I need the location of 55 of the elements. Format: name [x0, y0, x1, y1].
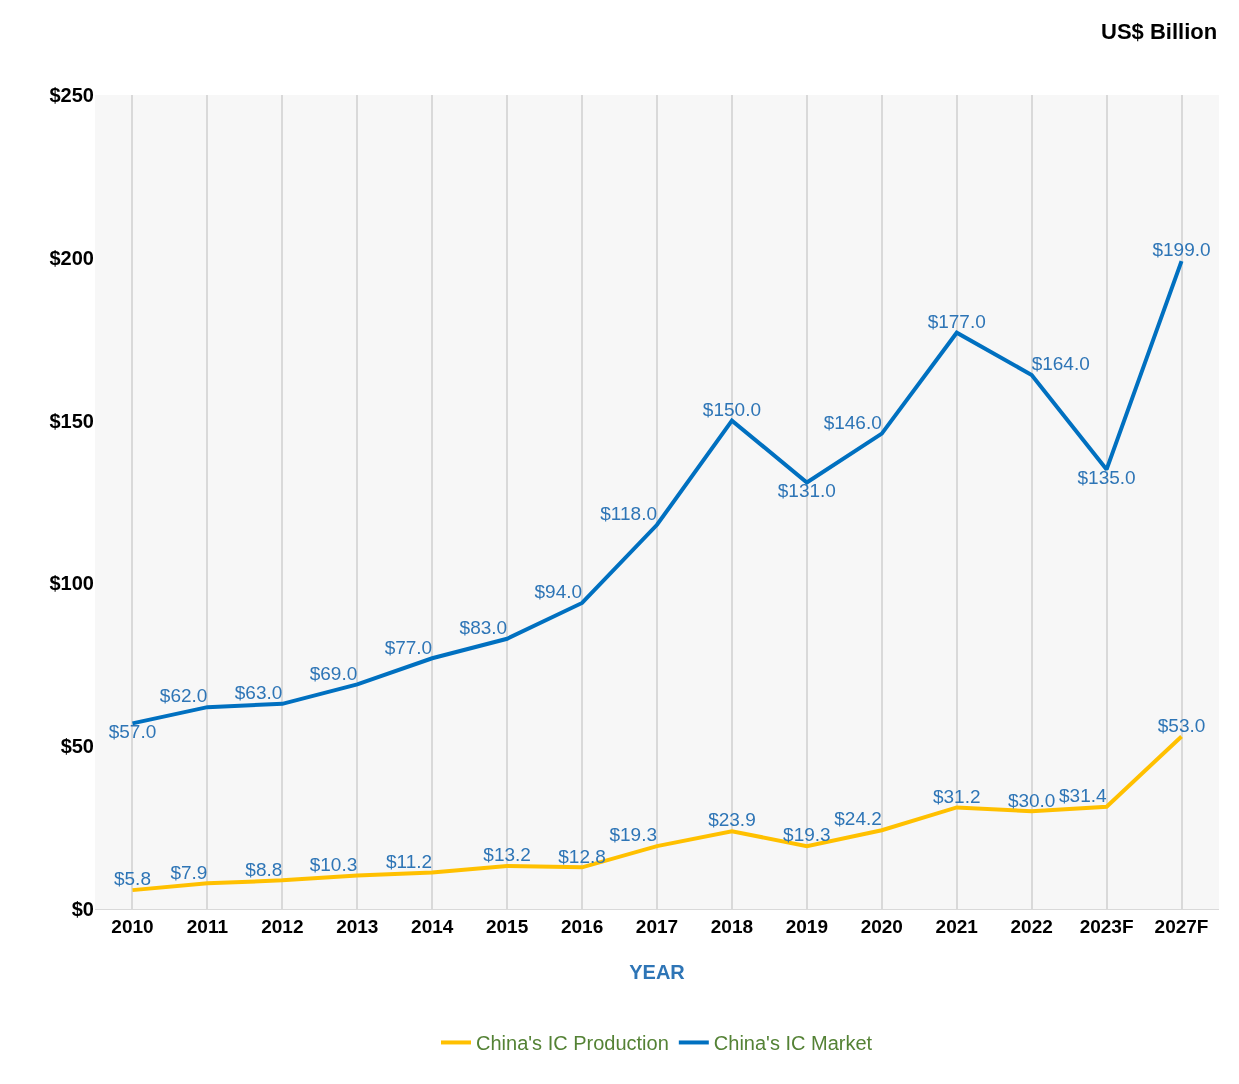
x-axis-title: YEAR: [629, 961, 686, 983]
x-tick-label: 2020: [860, 915, 903, 937]
data-label: $118.0: [600, 503, 657, 525]
data-label: $23.9: [708, 809, 756, 831]
data-label: $53.0: [1157, 714, 1206, 736]
x-tick-label: 2027F: [1154, 915, 1209, 937]
data-label: $83.0: [459, 617, 508, 638]
data-label: $19.3: [783, 824, 831, 846]
y-tick-label: $250: [49, 84, 94, 106]
data-label: $19.3: [609, 824, 657, 846]
data-label: $10.3: [309, 853, 358, 875]
x-tick-label: 2017: [635, 915, 679, 937]
data-label: $94.0: [534, 581, 583, 603]
x-tick-label: 2012: [261, 915, 304, 937]
data-label: $11.2: [386, 850, 433, 872]
data-label: $31.2: [932, 785, 981, 807]
data-label: $30.0: [1007, 789, 1056, 811]
x-tick-label: 2013: [336, 915, 379, 937]
data-label: $164.0: [1031, 353, 1090, 375]
data-label: $5.8: [113, 868, 151, 890]
y-tick-label: $0: [71, 898, 94, 920]
data-label: $24.2: [834, 808, 882, 830]
data-label: $146.0: [823, 411, 882, 433]
data-label: $8.8: [245, 858, 283, 880]
x-tick-label: 2016: [560, 915, 604, 937]
data-label: $57.0: [108, 720, 157, 742]
x-tick-label: 2015: [485, 915, 529, 937]
y-tick-label: $150: [49, 409, 94, 432]
legend-label: China's IC Market: [713, 1032, 873, 1055]
y-tick-label: $100: [49, 572, 94, 595]
data-label: $63.0: [234, 682, 283, 704]
y-tick-label: $200: [49, 246, 94, 269]
x-tick-label: 2014: [411, 915, 454, 937]
data-label: $12.8: [558, 845, 606, 867]
x-tick-label: 2011: [186, 915, 229, 937]
x-tick-label: 2023F: [1079, 915, 1134, 937]
text: US$ Billion: [1101, 19, 1218, 44]
data-label: $13.2: [483, 844, 531, 866]
x-tick-label: 2019: [785, 915, 829, 937]
data-label: $150.0: [702, 398, 761, 420]
x-tick-label: 2018: [710, 915, 754, 937]
y-tick-label: $50: [60, 735, 94, 758]
data-label: $69.0: [309, 662, 358, 684]
data-label: $7.9: [170, 861, 208, 883]
data-label: $31.4: [1059, 785, 1108, 807]
data-label: $131.0: [777, 479, 836, 501]
x-tick-label: 2010: [111, 915, 154, 937]
data-label: $62.0: [159, 685, 208, 707]
data-label: $199.0: [1152, 239, 1211, 261]
legend-label: China's IC Production: [476, 1032, 669, 1055]
x-tick-label: 2021: [935, 915, 979, 937]
data-label: $135.0: [1077, 466, 1136, 488]
data-label: $77.0: [384, 636, 433, 658]
data-label: $177.0: [927, 310, 986, 332]
x-tick-label: 2022: [1010, 915, 1053, 937]
